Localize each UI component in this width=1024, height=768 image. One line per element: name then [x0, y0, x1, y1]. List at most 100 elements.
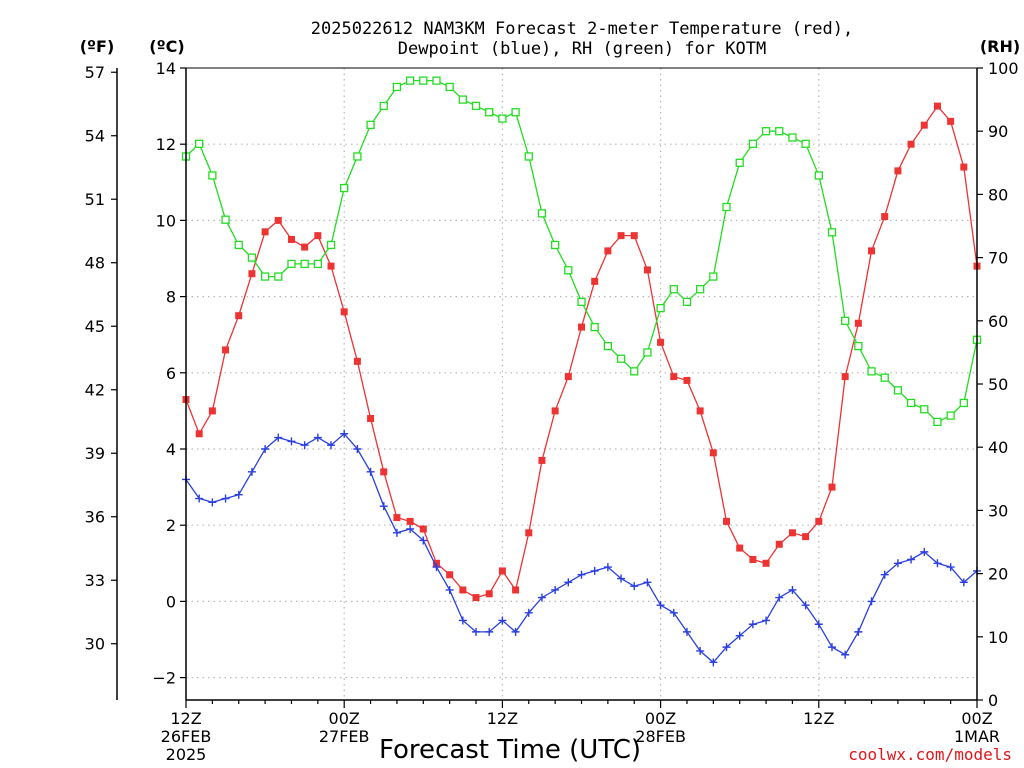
title-line-2: Dewpoint (blue), RH (green) for KOTM	[398, 39, 766, 59]
celsius-tick-label: 12	[156, 135, 176, 154]
dewpoint-point	[827, 643, 836, 652]
time-tick-label: 12Z	[170, 709, 201, 728]
temperature-point	[485, 590, 493, 598]
rh-point	[313, 259, 322, 269]
rh-tick-label: 60	[988, 312, 1008, 331]
dewpoint-point	[537, 593, 546, 602]
temperature-point	[696, 407, 704, 415]
temperature-point	[393, 514, 401, 522]
fahrenheit-tick-label: 45	[85, 317, 105, 336]
temperature-point	[301, 243, 309, 251]
fahrenheit-tick-label: 57	[85, 63, 105, 82]
axis-ticks: −2 0 2 4 6 8 10 12 14 30 33 36 39 42 45 48 51 54 57 0 10 20 30…	[85, 59, 1019, 764]
celsius-axis-unit: (ºC)	[149, 37, 184, 56]
temperature-point	[195, 430, 203, 438]
temperature-point	[498, 567, 506, 575]
fahrenheit-tick-label: 48	[85, 254, 105, 273]
rh-point	[195, 139, 204, 148]
time-tick-label: 27FEB	[319, 727, 370, 746]
rh-point	[419, 76, 428, 85]
rh-tick-label: 20	[988, 565, 1008, 584]
temperature-point	[630, 232, 638, 240]
dewpoint-point	[907, 555, 916, 564]
rh-point	[696, 285, 705, 294]
rh-point	[709, 272, 718, 281]
rh-line	[185, 79, 978, 423]
dewpoint-point	[458, 616, 467, 625]
temperature-point	[353, 357, 361, 365]
temperature-point	[643, 266, 651, 274]
rh-point	[590, 322, 599, 332]
dewpoint-point	[933, 559, 942, 568]
dewpoint-point	[327, 441, 336, 450]
dewpoint-point	[577, 570, 586, 579]
temperature-point	[380, 468, 388, 476]
rh-point	[234, 240, 243, 250]
temperature-point	[802, 533, 810, 541]
rh-point	[498, 114, 507, 123]
temperature-point	[788, 529, 796, 537]
celsius-tick-label: 6	[166, 364, 176, 383]
rh-point	[656, 304, 665, 313]
temperature-point	[617, 232, 625, 240]
rh-point	[485, 108, 494, 117]
fahrenheit-tick-label: 39	[85, 444, 105, 463]
temperature-point	[947, 117, 955, 125]
rh-point	[445, 82, 454, 92]
rh-point	[682, 297, 692, 306]
dewpoint-point	[590, 566, 599, 575]
rh-point	[722, 202, 731, 212]
temperature-point	[591, 277, 599, 285]
celsius-tick-label: 14	[156, 59, 176, 78]
rh-point	[603, 341, 613, 351]
x-axis-label: Forecast Time (UTC)	[379, 735, 641, 765]
temperature-point	[775, 540, 783, 548]
temperature-point	[367, 415, 375, 423]
dewpoint-point	[445, 585, 454, 594]
title-line-1: 2025022612 NAM3KM Forecast 2-meter Tempe…	[311, 19, 853, 39]
temperature-point	[933, 102, 941, 110]
fahrenheit-tick-label: 42	[85, 381, 105, 400]
temperature-point	[881, 213, 889, 221]
temperature-point	[419, 525, 427, 533]
rh-tick-label: 0	[988, 691, 998, 710]
temperature-point	[854, 319, 862, 327]
temperature-point	[907, 140, 915, 148]
rh-point	[775, 127, 784, 136]
rh-point	[814, 171, 823, 180]
rh-axis-unit: (RH)	[980, 37, 1020, 56]
rh-point	[247, 253, 257, 262]
dewpoint-point	[485, 627, 494, 636]
temperature-point	[604, 247, 612, 255]
temperature-point	[762, 559, 770, 567]
temperature-point	[446, 571, 454, 579]
dewpoint-point	[379, 502, 388, 511]
rh-point	[577, 297, 586, 306]
dewpoint-point	[261, 445, 270, 453]
temperature-point	[723, 517, 731, 525]
rh-point	[524, 152, 533, 161]
dewpoint-point	[893, 559, 902, 568]
dewpoint-point	[274, 433, 283, 442]
temperature-point	[670, 373, 678, 381]
rh-tick-label: 80	[988, 185, 1008, 204]
dewpoint-point	[366, 467, 375, 476]
temperature-point	[235, 312, 243, 320]
celsius-tick-label: 10	[156, 211, 176, 230]
temperature-point	[287, 235, 295, 243]
temperature-point	[512, 586, 520, 594]
dewpoint-point	[696, 646, 705, 655]
dewpoint-point	[841, 650, 850, 659]
dewpoint-point	[775, 593, 784, 602]
plot-frame	[116, 67, 978, 701]
dewpoint-point	[234, 490, 243, 499]
temperature-point	[222, 346, 230, 354]
rh-point	[748, 139, 758, 148]
rh-point	[537, 209, 547, 218]
dewpoint-point	[353, 445, 362, 453]
time-tick-label: 00Z	[329, 709, 360, 728]
rh-point	[946, 411, 955, 420]
dewpoint-point	[287, 437, 296, 446]
temperature-point	[314, 232, 322, 240]
credit-label: coolwx.com/models	[848, 745, 1012, 764]
